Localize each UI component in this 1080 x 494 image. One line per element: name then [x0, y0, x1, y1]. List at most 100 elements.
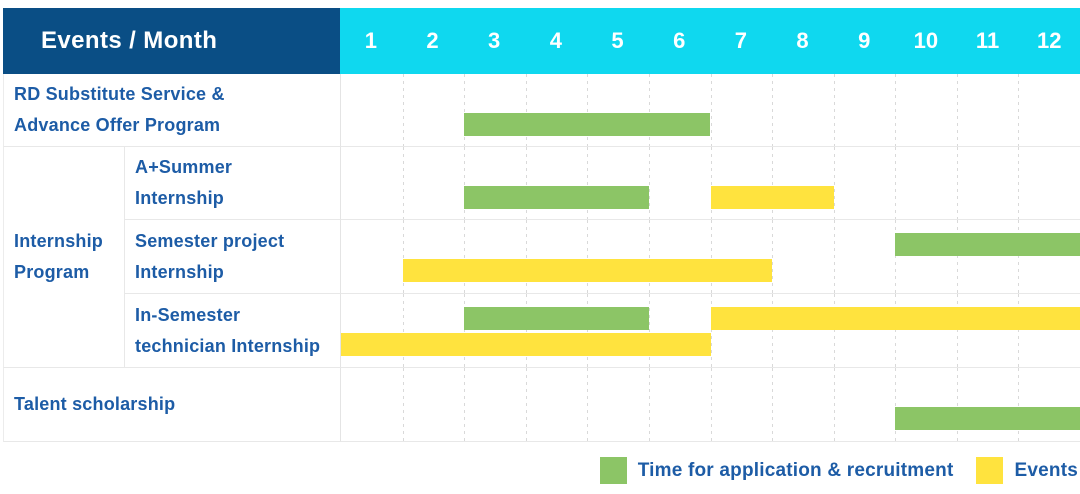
month-gridline — [833, 294, 835, 367]
month-gridline — [525, 368, 527, 441]
month-gridline — [402, 294, 404, 367]
month-gridline — [648, 220, 650, 293]
row-label-semester-project-internship: Semester project Internship — [124, 220, 340, 294]
month-gridline — [772, 220, 774, 293]
month-header-4: 4 — [549, 28, 562, 53]
month-gridline — [1018, 147, 1020, 219]
chart-row-rd-substitute — [340, 74, 1080, 147]
event-period-bar — [710, 307, 1080, 330]
month-gridline — [648, 294, 650, 367]
application-color-swatch-icon — [599, 457, 627, 484]
row-label-line: Talent scholarship — [14, 394, 176, 415]
chart-row-semester-project — [340, 220, 1080, 294]
application-period-bar — [464, 113, 711, 136]
month-header-10: 10 — [913, 28, 939, 53]
month-gridline — [956, 147, 958, 219]
month-gridline — [525, 294, 527, 367]
table-title: Events / Month — [41, 27, 218, 54]
group-label-line: Internship — [14, 231, 104, 252]
month-gridline — [710, 74, 712, 146]
group-label-internship-program: Internship Program — [3, 147, 124, 368]
group-label-line: Program — [14, 262, 90, 282]
application-period-bar — [895, 233, 1080, 256]
month-gridline — [587, 368, 589, 441]
application-period-bar — [464, 307, 649, 330]
month-header-11: 11 — [975, 28, 1000, 53]
legend-label-application: Time for application & recruitment — [637, 459, 954, 481]
row-label-line: technician Internship — [135, 335, 321, 356]
month-gridline — [402, 74, 404, 146]
month-gridline — [772, 368, 774, 441]
month-gridline — [402, 368, 404, 441]
month-header-1: 1 — [364, 28, 377, 53]
chart-row-a-plus-summer — [340, 147, 1080, 220]
month-gridline — [587, 294, 589, 367]
month-gridline — [895, 368, 897, 441]
month-header-2: 2 — [426, 28, 439, 53]
month-header-6: 6 — [673, 28, 686, 53]
event-period-bar — [402, 259, 773, 282]
month-gridline — [464, 220, 466, 293]
month-gridline — [525, 220, 527, 293]
month-gridline — [464, 294, 466, 367]
legend-item-events: Events — [976, 457, 1078, 484]
row-label-line: RD Substitute Service & — [14, 84, 225, 105]
month-gridline — [1018, 220, 1020, 293]
application-period-bar — [895, 407, 1080, 430]
month-gridline — [587, 220, 589, 293]
row-label-line: Semester project — [135, 230, 285, 251]
header-title-cell: Events / Month — [3, 8, 340, 74]
row-label-in-semester-technician-internship: In-Semester technician Internship — [124, 294, 340, 368]
month-gridline — [1018, 294, 1020, 367]
month-gridline — [956, 368, 958, 441]
row-label-a-plus-summer-internship: A+Summer Internship — [124, 147, 340, 220]
month-gridline — [956, 220, 958, 293]
chart-row-in-semester-technician — [340, 294, 1080, 368]
month-gridline — [833, 74, 835, 146]
month-gridline — [895, 220, 897, 293]
row-label-line: Internship — [135, 188, 225, 208]
row-label-line: A+Summer — [135, 157, 233, 178]
month-header-5: 5 — [611, 28, 624, 53]
month-gridline — [833, 147, 835, 219]
application-period-bar — [464, 186, 649, 209]
month-gridline — [772, 294, 774, 367]
event-period-bar — [341, 333, 711, 356]
month-gridline — [895, 74, 897, 146]
month-gridline — [1018, 368, 1020, 441]
legend-label-events: Events — [1014, 459, 1078, 481]
month-gridline — [402, 147, 404, 219]
month-header-12: 12 — [1036, 28, 1062, 53]
month-gridline — [464, 368, 466, 441]
month-gridline — [648, 368, 650, 441]
month-header-3: 3 — [488, 28, 501, 53]
month-gridline — [710, 220, 712, 293]
legend: Time for application & recruitment Event… — [599, 457, 1078, 484]
month-gridline — [956, 74, 958, 146]
month-gridline — [710, 294, 712, 367]
month-header-7: 7 — [734, 28, 747, 53]
month-header-9: 9 — [858, 28, 871, 53]
month-gridline — [1018, 74, 1020, 146]
row-label-line: Advance Offer Program — [14, 115, 221, 135]
row-label-talent-scholarship: Talent scholarship — [3, 368, 340, 442]
month-gridline — [402, 220, 404, 293]
month-gridline — [895, 294, 897, 367]
events-color-swatch-icon — [976, 457, 1004, 484]
month-gridline — [648, 147, 650, 219]
month-gridline — [833, 220, 835, 293]
month-gridline — [956, 294, 958, 367]
legend-item-application: Time for application & recruitment — [599, 457, 954, 484]
month-header-8: 8 — [796, 28, 809, 53]
month-gridline — [772, 74, 774, 146]
row-label-line: Internship — [135, 261, 225, 282]
month-gridline — [710, 368, 712, 441]
row-label-line: In-Semester — [135, 304, 241, 325]
month-header-row: 1 2 3 4 5 6 7 8 9 10 11 12 — [340, 8, 1080, 74]
chart-row-talent-scholarship — [340, 368, 1080, 442]
month-gridline — [895, 147, 897, 219]
row-label-rd-substitute: RD Substitute Service & Advance Offer Pr… — [3, 74, 340, 147]
schedule-table: Events / Month 1 2 3 4 5 6 7 8 9 10 11 1… — [3, 8, 1080, 442]
event-period-bar — [710, 186, 834, 209]
